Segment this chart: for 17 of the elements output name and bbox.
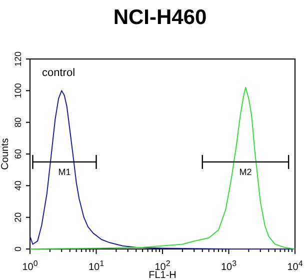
x-tick-label: 10$^{0}$ (22, 258, 38, 274)
annotation: M1 (58, 166, 71, 177)
y-tick-label: 100 (13, 83, 23, 98)
y-tick-label: 0 (13, 246, 23, 252)
x-tick-label: 10$^{1}$ (88, 258, 105, 274)
y-tick-label: 120 (13, 51, 23, 67)
x-tick-label: 10$^{3}$ (220, 258, 238, 274)
y-tick-label: 40 (13, 180, 23, 191)
y-axis-title: Counts (0, 138, 11, 170)
y-tick-label: 60 (13, 148, 23, 160)
chart-title: NCI-H460 (113, 6, 207, 29)
y-tick-label: 20 (13, 212, 23, 222)
y-tick-label: 80 (13, 117, 23, 128)
x-tick-label: 10$^{4}$ (287, 258, 304, 274)
annotation: control (42, 67, 76, 79)
x-axis-title: FL1-H (148, 270, 176, 280)
annotation: M2 (239, 166, 252, 177)
